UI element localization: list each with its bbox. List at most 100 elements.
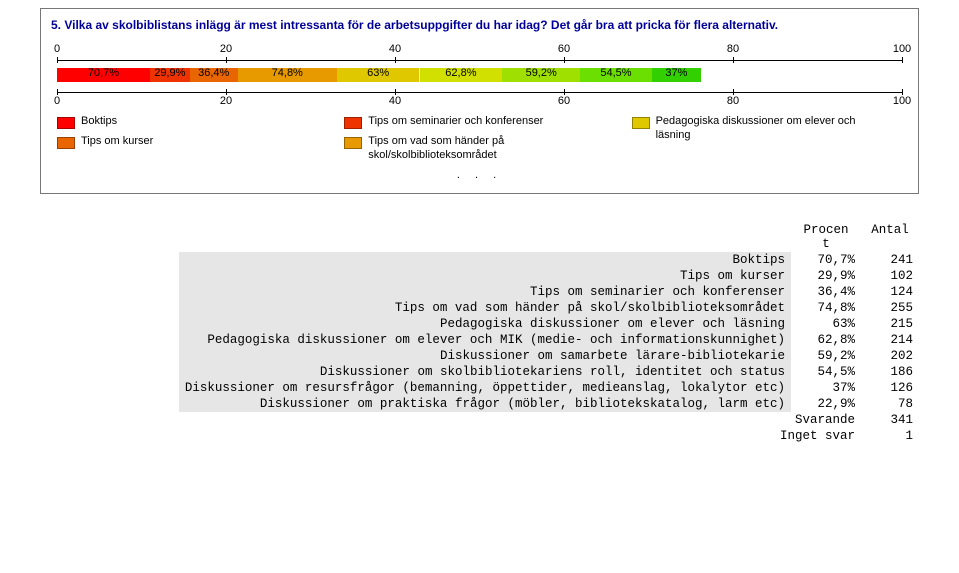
table-row-label: Diskussioner om resursfrågor (bemanning,… (179, 380, 791, 396)
table-footer-row: Svarande341 (179, 412, 919, 428)
table-cell-pct: 22,9% (791, 396, 861, 412)
table-row-label: Tips om kurser (179, 268, 791, 284)
table-row: Tips om seminarier och konferenser36,4%1… (179, 284, 919, 300)
table-cell-pct: 59,2% (791, 348, 861, 364)
axis-horizontal-line-top (57, 60, 902, 61)
chart-axis-top-labels: 020406080100 (57, 43, 902, 57)
legend-item: Tips om seminarier och konferenser (344, 115, 599, 129)
table-row-label: Pedagogiska diskussioner om elever och M… (179, 332, 791, 348)
axis-horizontal-line-bottom (57, 92, 902, 93)
legend-col-1: Boktips Tips om kurser (57, 115, 312, 163)
chart-axis-top-line (57, 57, 902, 63)
chart-ellipsis-icon: . . . (51, 169, 908, 181)
table-cell-pct: 36,4% (791, 284, 861, 300)
table-row-label: Boktips (179, 252, 791, 268)
legend-label: Tips om seminarier och konferenser (368, 115, 543, 129)
legend-swatch-icon (57, 137, 75, 149)
bar-segment-label: 36,4% (198, 67, 229, 79)
table-cell-n: 255 (861, 300, 919, 316)
table-cell-n: 215 (861, 316, 919, 332)
bar-segment-label: 54,5% (600, 67, 631, 79)
table-header-row: Procen t Antal (179, 222, 919, 252)
axis-tick-label: 80 (727, 95, 739, 107)
axis-tick-label: 80 (727, 43, 739, 55)
legend-col-2: Tips om seminarier och konferenser Tips o… (344, 115, 599, 163)
table-row: Diskussioner om resursfrågor (bemanning,… (179, 380, 919, 396)
table-cell-pct: 62,8% (791, 332, 861, 348)
table-footer-row: Inget svar1 (179, 428, 919, 444)
results-table: Procen t Antal Boktips70,7%241Tips om ku… (179, 222, 919, 444)
axis-tick-label: 100 (893, 95, 911, 107)
axis-tick-label: 0 (54, 43, 60, 55)
table-row: Diskussioner om praktiska frågor (möbler… (179, 396, 919, 412)
axis-tick-label: 20 (220, 43, 232, 55)
table-cell-n: 124 (861, 284, 919, 300)
table-footer-label: Svarande (179, 412, 861, 428)
table-row: Diskussioner om samarbete lärare-bibliot… (179, 348, 919, 364)
legend-label: Pedagogiska diskussioner om elever och l… (656, 115, 887, 143)
axis-tick-label: 60 (558, 95, 570, 107)
table-cell-pct: 70,7% (791, 252, 861, 268)
bar-segment-label: 29,9% (154, 67, 185, 79)
axis-tick (733, 57, 734, 63)
axis-tick (564, 57, 565, 63)
legend-col-3: Pedagogiska diskussioner om elever och l… (632, 115, 887, 163)
table-cell-n: 241 (861, 252, 919, 268)
legend-label: Boktips (81, 115, 117, 129)
legend-item: Tips om vad som händer på skol/skolbibli… (344, 135, 599, 163)
legend-label: Tips om kurser (81, 135, 153, 149)
axis-tick-label: 20 (220, 95, 232, 107)
bar-segment-label: 59,2% (526, 67, 557, 79)
bar-segment-label: 70,7% (88, 67, 119, 79)
legend-item: Boktips (57, 115, 312, 129)
table-row-label: Tips om seminarier och konferenser (179, 284, 791, 300)
bar-segment-label: 74,8% (272, 67, 303, 79)
table-cell-n: 78 (861, 396, 919, 412)
bar-segment-label: 63% (367, 67, 389, 79)
table-cell-pct: 29,9% (791, 268, 861, 284)
table-cell-n: 126 (861, 380, 919, 396)
table-cell-n: 102 (861, 268, 919, 284)
table-row: Tips om kurser29,9%102 (179, 268, 919, 284)
table-cell-pct: 37% (791, 380, 861, 396)
table-row-label: Diskussioner om skolbibliotekariens roll… (179, 364, 791, 380)
axis-tick (57, 57, 58, 63)
legend-swatch-icon (57, 117, 75, 129)
table-cell-n: 214 (861, 332, 919, 348)
axis-tick (226, 57, 227, 63)
bar-segment-label: 62,8% (445, 67, 476, 79)
bar-segment-label: 37% (665, 67, 687, 79)
chart-frame: 5. Vilka av skolbiblistans inlägg är mes… (40, 8, 919, 194)
table-cell-n: 202 (861, 348, 919, 364)
axis-tick-label: 40 (389, 95, 401, 107)
table-row: Tips om vad som händer på skol/skolbibli… (179, 300, 919, 316)
axis-tick-label: 40 (389, 43, 401, 55)
table-footer-label: Inget svar (179, 428, 861, 444)
axis-tick-label: 100 (893, 43, 911, 55)
table-footer-value: 1 (861, 428, 919, 444)
table-cell-n: 186 (861, 364, 919, 380)
table-cell-pct: 74,8% (791, 300, 861, 316)
legend-swatch-icon (344, 117, 362, 129)
legend-swatch-icon (632, 117, 650, 129)
table-row-label: Diskussioner om praktiska frågor (möbler… (179, 396, 791, 412)
axis-tick (902, 57, 903, 63)
table-cell-pct: 63% (791, 316, 861, 332)
table-row-label: Pedagogiska diskussioner om elever och l… (179, 316, 791, 332)
page-root: 5. Vilka av skolbiblistans inlägg är mes… (0, 0, 959, 573)
axis-tick (395, 57, 396, 63)
chart-legend: Boktips Tips om kurser Tips om seminarier… (57, 115, 908, 163)
table-header-n: Antal (861, 222, 919, 252)
axis-tick-label: 60 (558, 43, 570, 55)
table-row: Diskussioner om skolbibliotekariens roll… (179, 364, 919, 380)
legend-item: Tips om kurser (57, 135, 312, 149)
table-row-label: Tips om vad som händer på skol/skolbibli… (179, 300, 791, 316)
chart-axis-bottom-labels: 020406080100 (57, 95, 902, 109)
axis-tick-label: 0 (54, 95, 60, 107)
table-row: Pedagogiska diskussioner om elever och l… (179, 316, 919, 332)
chart-title: 5. Vilka av skolbiblistans inlägg är mes… (51, 17, 908, 33)
table-cell-pct: 54,5% (791, 364, 861, 380)
table-row-label: Diskussioner om samarbete lärare-bibliot… (179, 348, 791, 364)
legend-swatch-icon (344, 137, 362, 149)
table-row: Boktips70,7%241 (179, 252, 919, 268)
